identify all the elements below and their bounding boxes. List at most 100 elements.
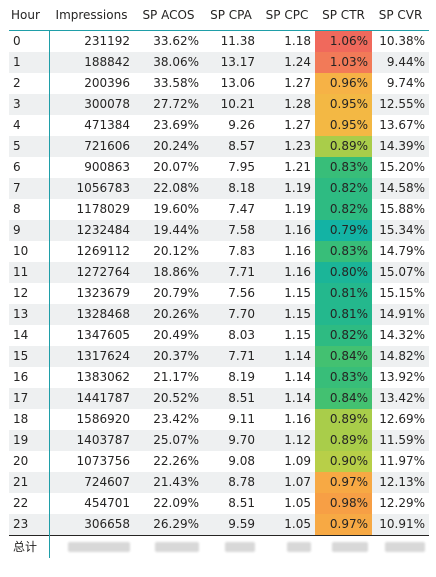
cell-sp-cpa: 7.71 — [203, 262, 259, 283]
cell-sp-ctr: 0.81% — [315, 283, 372, 304]
cell-sp-cpa: 11.38 — [220, 34, 255, 48]
table-row[interactable]: 6 900863 20.07% 7.95 1.21 0.83% 15.20% — [9, 157, 429, 178]
column-header-sp-cpc[interactable]: SP CPC — [259, 0, 315, 31]
cell-hour: 1 — [9, 52, 50, 73]
table-row[interactable]: 3 300078 27.72% 10.21 1.28 0.95% 12.55% — [9, 94, 429, 115]
cell-sp-acos: 19.44% — [134, 220, 203, 241]
cell-impressions: 724607 — [49, 472, 134, 493]
table-row[interactable]: 8 1178029 19.60% 7.47 1.19 0.82% 15.88% — [9, 199, 429, 220]
cell-sp-acos: 33.58% — [153, 76, 199, 90]
cell-sp-acos: 21.17% — [153, 370, 199, 384]
cell-sp-ctr: 0.90% — [315, 451, 372, 472]
column-header-hour[interactable]: Hour — [9, 0, 49, 31]
cell-sp-acos: 20.26% — [134, 304, 203, 325]
column-header-sp-cpa[interactable]: SP CPA — [203, 0, 259, 31]
table-row[interactable]: 20 1073756 22.26% 9.08 1.09 0.90% 11.97% — [9, 451, 429, 472]
cell-sp-acos: 20.07% — [153, 160, 199, 174]
cell-sp-cpc: 1.09 — [284, 454, 311, 468]
table-row[interactable]: 15 1317624 20.37% 7.71 1.14 0.84% 14.82% — [9, 346, 429, 367]
cell-sp-cvr: 15.34% — [372, 220, 429, 241]
table-row[interactable]: 22 454701 22.09% 8.51 1.05 0.98% 12.29% — [9, 493, 429, 514]
cell-hour: 7 — [9, 178, 50, 199]
cell-sp-cpa: 7.58 — [203, 220, 259, 241]
table-row[interactable]: 19 1403787 25.07% 9.70 1.12 0.89% 11.59% — [9, 430, 429, 451]
cell-sp-ctr: 0.80% — [315, 262, 372, 283]
cell-sp-cvr: 14.82% — [372, 346, 429, 367]
cell-impressions: 1073756 — [76, 454, 130, 468]
cell-sp-acos: 23.42% — [153, 412, 199, 426]
cell-sp-cvr: 14.32% — [379, 328, 425, 342]
table-row[interactable]: 14 1347605 20.49% 8.03 1.15 0.82% 14.32% — [9, 325, 429, 346]
table-row[interactable]: 2 200396 33.58% 13.06 1.27 0.96% 9.74% — [9, 73, 429, 94]
table-row[interactable]: 5 721606 20.24% 8.57 1.23 0.89% 14.39% — [9, 136, 429, 157]
table-row[interactable]: 9 1232484 19.44% 7.58 1.16 0.79% 15.34% — [9, 220, 429, 241]
cell-sp-cpc: 1.16 — [284, 412, 311, 426]
cell-sp-cvr: 9.74% — [386, 76, 425, 90]
column-header-sp-acos[interactable]: SP ACOS — [134, 0, 203, 31]
cell-sp-cvr: 12.55% — [372, 94, 429, 115]
table-row[interactable]: 13 1328468 20.26% 7.70 1.15 0.81% 14.91% — [9, 304, 429, 325]
cell-impressions: 1383062 — [76, 370, 130, 384]
data-table-visual: Hour Impressions SP ACOS SP CPA SP CPC S… — [9, 0, 429, 577]
table-row[interactable]: 12 1323679 20.79% 7.56 1.15 0.81% 15.15% — [9, 283, 429, 304]
cell-sp-acos: 26.29% — [134, 514, 203, 536]
cell-sp-acos: 20.49% — [153, 328, 199, 342]
cell-sp-ctr: 0.97% — [315, 472, 372, 493]
cell-sp-ctr: 0.89% — [315, 136, 372, 157]
column-header-sp-cvr[interactable]: SP CVR — [372, 0, 429, 31]
cell-sp-cpa: 8.18 — [203, 178, 259, 199]
table-row[interactable]: 1 188842 38.06% 13.17 1.24 1.03% 9.44% — [9, 52, 429, 73]
cell-sp-ctr: 0.83% — [315, 157, 372, 178]
cell-sp-cpc: 1.19 — [284, 202, 311, 216]
table-row[interactable]: 10 1269112 20.12% 7.83 1.16 0.83% 14.79% — [9, 241, 429, 262]
table-row[interactable]: 11 1272764 18.86% 7.71 1.16 0.80% 15.07% — [9, 262, 429, 283]
cell-sp-cpc: 1.21 — [284, 160, 311, 174]
cell-sp-cvr: 12.13% — [372, 472, 429, 493]
table-row[interactable]: 17 1441787 20.52% 8.51 1.14 0.84% 13.42% — [9, 388, 429, 409]
table-row[interactable]: 4 471384 23.69% 9.26 1.27 0.95% 13.67% — [9, 115, 429, 136]
cell-hour: 13 — [9, 304, 50, 325]
table-body: 0 231192 33.62% 11.38 1.18 1.06% 10.38% 1 188842… — [9, 30, 429, 536]
table-row[interactable]: 7 1056783 22.08% 8.18 1.19 0.82% 14.58% — [9, 178, 429, 199]
cell-sp-ctr: 1.03% — [315, 52, 372, 73]
table-row[interactable]: 0 231192 33.62% 11.38 1.18 1.06% 10.38% — [9, 30, 429, 52]
cell-impressions: 300078 — [49, 94, 134, 115]
cell-sp-ctr: 0.81% — [315, 304, 372, 325]
cell-hour: 19 — [9, 430, 50, 451]
cell-hour: 22 — [9, 493, 50, 514]
column-header-impressions[interactable]: Impressions — [49, 0, 134, 31]
cell-sp-cpa: 13.06 — [220, 76, 255, 90]
table-row[interactable]: 21 724607 21.43% 8.78 1.07 0.97% 12.13% — [9, 472, 429, 493]
cell-impressions: 454701 — [84, 496, 130, 510]
table-row[interactable]: 16 1383062 21.17% 8.19 1.14 0.83% 13.92% — [9, 367, 429, 388]
cell-sp-cvr: 13.42% — [372, 388, 429, 409]
cell-sp-cvr: 15.07% — [372, 262, 429, 283]
cell-sp-cpa: 7.95 — [228, 160, 255, 174]
cell-sp-cpc: 1.05 — [284, 496, 311, 510]
cell-sp-acos: 20.52% — [134, 388, 203, 409]
cell-sp-ctr: 0.82% — [315, 325, 372, 346]
column-header-sp-ctr[interactable]: SP CTR — [315, 0, 372, 31]
cell-sp-acos: 18.86% — [134, 262, 203, 283]
cell-sp-ctr: 0.89% — [315, 409, 372, 430]
table-row[interactable]: 18 1586920 23.42% 9.11 1.16 0.89% 12.69% — [9, 409, 429, 430]
cell-sp-cpa: 8.51 — [203, 388, 259, 409]
total-cvr-redacted — [372, 535, 429, 558]
cell-sp-ctr: 0.83% — [315, 367, 372, 388]
cell-hour: 14 — [9, 325, 50, 346]
cell-sp-cpa: 13.17 — [203, 52, 259, 73]
cell-impressions: 306658 — [49, 514, 134, 536]
table-row[interactable]: 23 306658 26.29% 9.59 1.05 0.97% 10.91% — [9, 514, 429, 536]
cell-sp-cpa: 9.70 — [203, 430, 259, 451]
cell-hour: 18 — [9, 409, 50, 430]
total-ctr-redacted — [315, 535, 372, 558]
cell-sp-cpc: 1.18 — [284, 34, 311, 48]
cell-sp-cpc: 1.14 — [259, 346, 315, 367]
cell-sp-cpa: 8.78 — [203, 472, 259, 493]
cell-sp-acos: 20.37% — [134, 346, 203, 367]
cell-hour: 8 — [9, 199, 50, 220]
cell-sp-cpa: 7.83 — [228, 244, 255, 258]
cell-hour: 11 — [9, 262, 50, 283]
cell-impressions: 1323679 — [76, 286, 130, 300]
cell-sp-cpa: 9.11 — [228, 412, 255, 426]
